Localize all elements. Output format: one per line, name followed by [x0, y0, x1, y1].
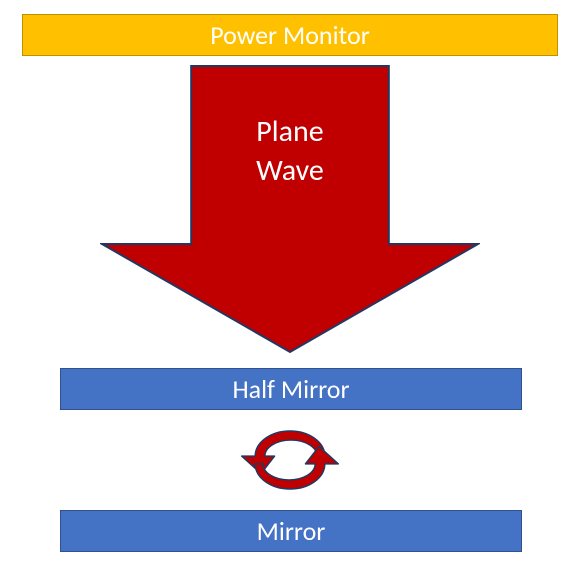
half-mirror-bar: Half Mirror	[60, 368, 522, 410]
plane-wave-label-line1: Plane	[256, 113, 323, 150]
cycle-icon	[232, 420, 348, 500]
plane-wave-label-line2: Wave	[256, 152, 324, 189]
mirror-label: Mirror	[257, 515, 326, 547]
plane-wave-label: Plane Wave	[100, 112, 480, 190]
power-monitor-bar: Power Monitor	[22, 14, 558, 56]
down-arrow-icon	[100, 64, 480, 354]
power-monitor-label: Power Monitor	[210, 19, 370, 51]
mirror-bar: Mirror	[60, 510, 522, 552]
plane-wave-arrow: Plane Wave	[100, 64, 480, 354]
cycle-arrows	[232, 420, 348, 500]
half-mirror-label: Half Mirror	[232, 373, 349, 405]
